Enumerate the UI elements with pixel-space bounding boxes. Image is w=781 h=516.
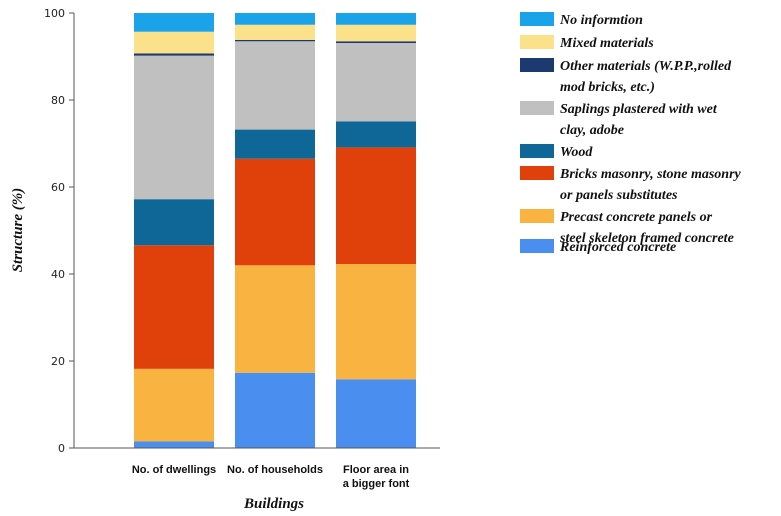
- x-tick-label: No. of households: [227, 464, 323, 476]
- x-tick-label: No. of dwellings: [132, 464, 216, 476]
- legend-entry: No informtion: [520, 12, 643, 28]
- bar-segment: [235, 372, 315, 448]
- bar-segment: [235, 39, 315, 42]
- y-tick-label: 40: [51, 268, 65, 281]
- legend-entry: Bricks masonry, stone masonry or panels s…: [520, 166, 742, 203]
- bar-segment: [134, 55, 214, 200]
- legend-swatch: [520, 58, 554, 72]
- legend-label: clay, adobe: [560, 123, 624, 138]
- legend-entry: Reinforced concrete: [520, 239, 676, 255]
- x-tick-label: Floor area in: [343, 464, 409, 476]
- legend-entry: Other materials (W.P.P.,rolled mod bricks…: [520, 58, 732, 95]
- bar-segment: [235, 24, 315, 40]
- bar-stack: [336, 13, 416, 448]
- bar-stack: [235, 13, 315, 448]
- bar-segment: [336, 24, 416, 42]
- legend-swatch: [520, 209, 554, 223]
- y-tick-label: 100: [44, 7, 65, 20]
- bar-stack: [134, 13, 214, 448]
- legend-swatch: [520, 12, 554, 26]
- legend-label: No informtion: [559, 13, 643, 28]
- legend-entry: Mixed materials: [520, 35, 654, 51]
- legend-swatch: [520, 35, 554, 49]
- legend-label: Other materials (W.P.P.,rolled: [560, 59, 732, 74]
- legend-label: Mixed materials: [559, 36, 654, 51]
- bar-segment: [134, 199, 214, 246]
- bar-segment: [336, 121, 416, 148]
- legend: No informtion Mixed materials Other materi…: [520, 12, 742, 255]
- bar-segment: [134, 441, 214, 448]
- bar-segment: [336, 263, 416, 380]
- bar-segment: [235, 265, 315, 373]
- bar-segment: [235, 13, 315, 25]
- legend-entry: Wood: [520, 144, 593, 160]
- legend-entry: Saplings plastered with wet clay, adobe: [520, 101, 718, 138]
- legend-label: or panels substitutes: [560, 188, 678, 203]
- legend-swatch: [520, 166, 554, 180]
- x-tick-label: a bigger font: [343, 478, 410, 490]
- legend-label: Reinforced concrete: [559, 240, 676, 255]
- plot-area: [134, 13, 416, 448]
- y-axis-title: Structure (%): [10, 188, 26, 273]
- bar-segment: [235, 158, 315, 266]
- legend-label: steel skeleton framed concrete: [559, 231, 734, 246]
- bar-segment: [235, 129, 315, 159]
- bar-segment: [336, 43, 416, 122]
- bar-segment: [134, 31, 214, 54]
- y-tick-label: 80: [51, 94, 65, 107]
- legend-swatch: [520, 144, 554, 158]
- bar-segment: [134, 53, 214, 56]
- y-tick-label: 60: [51, 181, 65, 194]
- legend-entry: Precast concrete panels or steel skeleton…: [520, 209, 734, 246]
- bar-segment: [336, 13, 416, 25]
- bar-segment: [134, 368, 214, 442]
- y-axis: 0 20 40 60 80 100: [44, 7, 75, 455]
- legend-label: Wood: [560, 145, 593, 160]
- bar-segment: [134, 13, 214, 32]
- legend-label: Saplings plastered with wet: [560, 102, 718, 117]
- legend-label: Precast concrete panels or: [560, 210, 713, 225]
- bar-segment: [336, 41, 416, 44]
- x-axis: No. of dwellings No. of households Floor a…: [74, 447, 440, 490]
- legend-swatch: [520, 239, 554, 253]
- bar-segment: [134, 245, 214, 369]
- x-axis-title: Buildings: [243, 496, 304, 512]
- y-tick-label: 0: [58, 442, 65, 455]
- bar-segment: [336, 379, 416, 448]
- legend-swatch: [520, 101, 554, 115]
- legend-label: Bricks masonry, stone masonry: [559, 167, 742, 182]
- legend-label: mod bricks, etc.): [560, 80, 655, 95]
- y-tick-label: 20: [51, 355, 65, 368]
- bar-segment: [336, 147, 416, 264]
- bar-segment: [235, 41, 315, 130]
